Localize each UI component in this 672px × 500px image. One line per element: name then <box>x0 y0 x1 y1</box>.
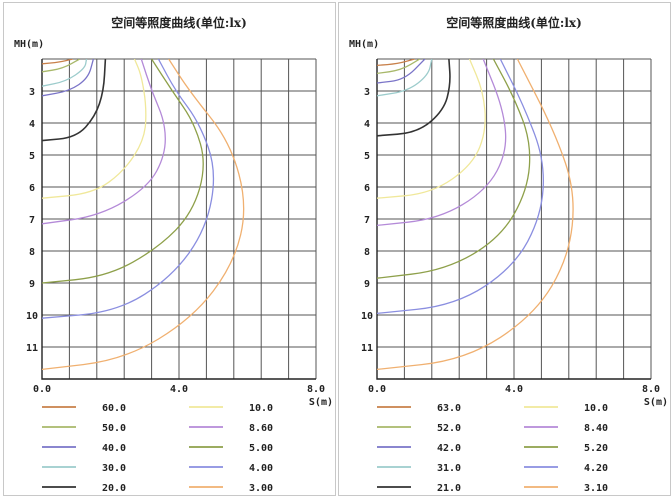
contour-line-4-2 <box>377 59 544 315</box>
contour-line-4 <box>42 59 215 319</box>
legend-label: 60.0 <box>102 403 126 414</box>
legend-label: 21.0 <box>437 483 461 494</box>
axis-frame <box>376 59 651 380</box>
y-tick-label: 7 <box>364 215 370 226</box>
x-axis-label: S(m) <box>309 397 333 408</box>
contour-line-5-2 <box>377 59 531 279</box>
x-tick-label: 0.0 <box>368 384 386 395</box>
y-tick-label: 4 <box>364 119 370 130</box>
legend-label: 40.0 <box>102 443 126 454</box>
y-tick-label: 8 <box>29 247 35 258</box>
grid <box>41 58 317 380</box>
contour-line-63 <box>377 59 415 67</box>
legend-label: 10.0 <box>249 403 273 414</box>
grid <box>376 58 652 380</box>
chart-title: 空间等照度曲线(单位:lx) <box>446 15 582 30</box>
contour-line-8-6 <box>42 59 166 225</box>
x-tick-label: 4.0 <box>170 384 188 395</box>
legend-label: 8.60 <box>249 423 273 434</box>
legend-label: 20.0 <box>102 483 126 494</box>
legend-label: 63.0 <box>437 403 461 414</box>
legend-label: 3.10 <box>584 483 608 494</box>
y-tick-label: 10 <box>361 311 373 322</box>
y-tick-label: 5 <box>29 151 35 162</box>
y-tick-label: 9 <box>29 279 35 290</box>
x-tick-label: 4.0 <box>505 384 523 395</box>
legend-label: 10.0 <box>584 403 608 414</box>
x-axis-label: S(m) <box>644 397 668 408</box>
contour-line-21 <box>377 59 451 137</box>
y-tick-label: 7 <box>29 215 35 226</box>
contour-line-20 <box>42 59 107 142</box>
y-axis-label: MH(m) <box>349 39 379 50</box>
x-tick-label: 8.0 <box>307 384 325 395</box>
legend-label: 4.20 <box>584 463 608 474</box>
contour-line-8-4 <box>377 59 507 227</box>
contour-lines <box>42 59 245 371</box>
legend: 60.0 50.0 40.0 30.0 20.0 10.0 8.60 5.00 4.00 3.00 <box>42 403 273 494</box>
y-tick-label: 8 <box>364 247 370 258</box>
contour-line-52 <box>377 59 421 75</box>
x-tick-label: 8.0 <box>642 384 660 395</box>
y-tick-label: 9 <box>364 279 370 290</box>
y-tick-label: 11 <box>361 343 373 354</box>
axis-frame <box>41 59 316 380</box>
legend-label: 8.40 <box>584 423 608 434</box>
contour-line-10 <box>42 59 147 199</box>
x-tick-label: 0.0 <box>33 384 51 395</box>
contour-lines <box>377 59 574 371</box>
y-axis-label: MH(m) <box>14 39 44 50</box>
chart-panel-2: 空间等照度曲线(单位:lx) MH(m) 3 4 5 6 7 8 9 10 11 0.0 4.0 8.0 S… <box>338 2 671 496</box>
y-tick-label: 6 <box>364 183 370 194</box>
contour-line-30 <box>42 59 88 87</box>
contour-line-40 <box>42 59 95 97</box>
contour-line-31 <box>377 59 433 97</box>
chart-title: 空间等照度曲线(单位:lx) <box>111 15 247 30</box>
y-tick-label: 6 <box>29 183 35 194</box>
contour-line-10 <box>377 59 486 199</box>
contour-chart-1: 空间等照度曲线(单位:lx) MH(m) 3 4 5 6 7 8 9 10 11 0.0 4.0 8.0 S… <box>14 15 333 494</box>
legend-label: 5.20 <box>584 443 608 454</box>
legend-label: 4.00 <box>249 463 273 474</box>
legend: 63.0 52.0 42.0 31.0 21.0 10.0 8.40 5.20 4.20 3.10 <box>377 403 608 494</box>
y-tick-label: 4 <box>29 119 35 130</box>
contour-line-5 <box>42 59 204 284</box>
contour-line-3-1 <box>377 59 574 371</box>
y-tick-label: 11 <box>26 343 38 354</box>
legend-label: 5.00 <box>249 443 273 454</box>
legend-label: 30.0 <box>102 463 126 474</box>
contour-line-3 <box>42 59 245 371</box>
legend-label: 42.0 <box>437 443 461 454</box>
chart-panel-1: 空间等照度曲线(单位:lx) MH(m) 3 4 5 6 7 8 9 10 11 0.0 4.0 8.0 S… <box>3 2 336 496</box>
y-tick-label: 3 <box>364 87 370 98</box>
legend-label: 52.0 <box>437 423 461 434</box>
legend-label: 3.00 <box>249 483 273 494</box>
legend-label: 50.0 <box>102 423 126 434</box>
y-tick-label: 10 <box>26 311 38 322</box>
contour-line-42 <box>377 59 426 84</box>
y-tick-label: 3 <box>29 87 35 98</box>
contour-chart-2: 空间等照度曲线(单位:lx) MH(m) 3 4 5 6 7 8 9 10 11 0.0 4.0 8.0 S… <box>349 15 668 494</box>
contour-line-50 <box>42 59 81 73</box>
contour-line-60 <box>42 59 73 65</box>
legend-label: 31.0 <box>437 463 461 474</box>
y-tick-label: 5 <box>364 151 370 162</box>
